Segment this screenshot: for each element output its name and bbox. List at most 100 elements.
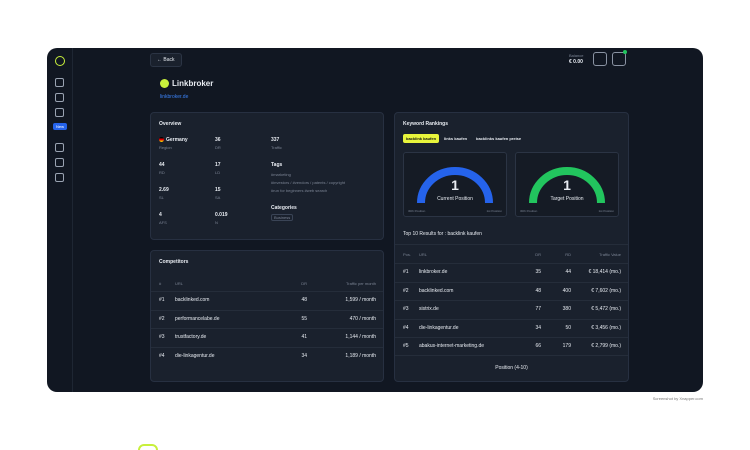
table-cell: € 3,456 (mo.) — [591, 324, 621, 331]
row-divider — [395, 318, 628, 320]
competitors-panel: Competitors # URL DR Traffic per month #1 bac… — [150, 250, 384, 382]
table-cell: € 18,414 (mo.) — [588, 269, 621, 275]
row-divider — [395, 355, 628, 356]
column-header: # — [159, 281, 162, 286]
table-cell: abakus-internet-marketing.de — [419, 343, 485, 349]
row-divider — [151, 328, 383, 329]
results-title: Top 10 Results for : backlink kaufen — [403, 231, 482, 237]
row-divider — [395, 244, 628, 245]
table-cell: 35 — [535, 269, 541, 275]
overview-panel: Overview Germany Region 36 DR 337 Traffic 44 RD… — [150, 112, 384, 240]
nav-icon[interactable] — [55, 173, 64, 182]
decoration — [138, 444, 158, 450]
table-cell: die-linkagentur.de — [419, 324, 459, 331]
metric-value: 17 — [215, 162, 221, 168]
metric-value: Germany — [166, 137, 188, 143]
tag: #run for beginners #web search — [271, 188, 328, 193]
table-cell: #2 — [403, 287, 409, 294]
metric-value: 0.019 — [215, 212, 228, 218]
category-chip: Business — [271, 214, 294, 221]
table-cell: 50 — [565, 324, 571, 331]
table-cell: 48 — [301, 297, 307, 303]
metric-value: 2.69 — [159, 187, 169, 193]
column-header: RD — [565, 252, 571, 257]
table-cell: 1,144 / month — [345, 334, 376, 340]
keyword-tab[interactable]: backlinks kaufen preise — [476, 136, 522, 141]
categories-title: Categories — [271, 205, 297, 211]
column-header: DR — [301, 281, 307, 286]
nav-icon[interactable] — [55, 108, 64, 117]
site-name: Linkbroker — [172, 79, 214, 88]
nav-icon[interactable] — [55, 158, 64, 167]
table-cell: #2 — [159, 315, 165, 322]
gauge-arc — [529, 167, 605, 204]
metric-value: 337 — [271, 137, 280, 143]
table-cell: linkbroker.de — [419, 269, 448, 275]
table-cell: 400 — [562, 287, 571, 294]
row-divider — [395, 337, 628, 338]
logo — [55, 56, 65, 66]
table-cell: 179 — [562, 343, 571, 349]
show-more[interactable]: Position (4-10) — [495, 365, 528, 371]
new-badge[interactable]: New — [53, 123, 68, 130]
metric-label: SA — [215, 195, 221, 200]
gauge-max: 1st Position — [486, 209, 502, 213]
metric-value: 36 — [215, 137, 221, 143]
site-domain[interactable]: linkbroker.de — [160, 94, 189, 100]
gauge-card: 1 Target Position 30th Position 1st Positio… — [515, 152, 619, 217]
table-cell: backlinked.com — [175, 297, 210, 303]
table-cell: trustfactory.de — [175, 334, 207, 340]
panel-title: Competitors — [159, 259, 189, 265]
keywords-panel: Keyword Rankings backlink kaufen links ka… — [394, 112, 629, 382]
table-cell: 34 — [535, 324, 541, 331]
table-cell: 77 — [535, 306, 541, 312]
gauge-arc — [417, 167, 493, 204]
metric-label: N — [215, 220, 218, 225]
nav-icon[interactable] — [55, 143, 64, 152]
panel-title: Overview — [159, 121, 182, 127]
table-cell: backlinked.com — [419, 287, 454, 294]
column-header: URL — [175, 281, 184, 286]
table-cell: #5 — [403, 343, 409, 349]
table-cell: performancelabe.de — [175, 315, 220, 322]
table-cell: 48 — [535, 287, 541, 294]
row-divider — [151, 291, 383, 292]
back-button[interactable]: ← Back — [150, 53, 182, 67]
table-cell: 41 — [301, 334, 307, 340]
metric-value: 15 — [215, 187, 221, 193]
cart-dot — [623, 50, 627, 54]
keyword-tab[interactable]: links kaufen — [444, 136, 468, 141]
table-cell: #4 — [159, 352, 165, 359]
watermark: Screenshot by Xnapper.com — [652, 396, 703, 401]
site-logo — [160, 79, 169, 88]
table-cell: 1,189 / month — [345, 352, 376, 359]
metric-label: Traffic — [271, 145, 282, 150]
balance-value: € 0.00 — [569, 59, 583, 65]
table-cell: #4 — [403, 324, 409, 331]
table-cell: 470 / month — [349, 315, 376, 322]
metric-label: SL — [159, 195, 164, 200]
metric-value: 4 — [159, 212, 162, 218]
column-header: Traffic per month — [345, 281, 376, 286]
column-header: DR — [535, 252, 541, 257]
metric-label: AFS — [159, 220, 167, 225]
cart-button[interactable] — [612, 52, 626, 66]
gauge-label: Target Position — [550, 196, 584, 202]
tags-title: Tags — [271, 162, 283, 168]
table-cell: 44 — [565, 269, 571, 275]
row-divider — [151, 309, 383, 311]
keyword-tab[interactable]: backlink kaufen — [403, 134, 440, 143]
column-header: Traffic Value — [599, 252, 621, 257]
nav-icon[interactable] — [55, 78, 64, 87]
nav-icon[interactable] — [55, 93, 64, 102]
table-cell: sistrix.de — [419, 306, 439, 312]
notifications-button[interactable] — [593, 52, 607, 66]
table-cell: 55 — [301, 315, 307, 322]
metric-label: DR — [215, 145, 221, 150]
flag — [159, 137, 164, 142]
metric-label: Region — [159, 145, 172, 150]
row-divider — [395, 300, 628, 301]
gauge-value: 1 — [451, 177, 459, 193]
gauge — [529, 167, 605, 204]
